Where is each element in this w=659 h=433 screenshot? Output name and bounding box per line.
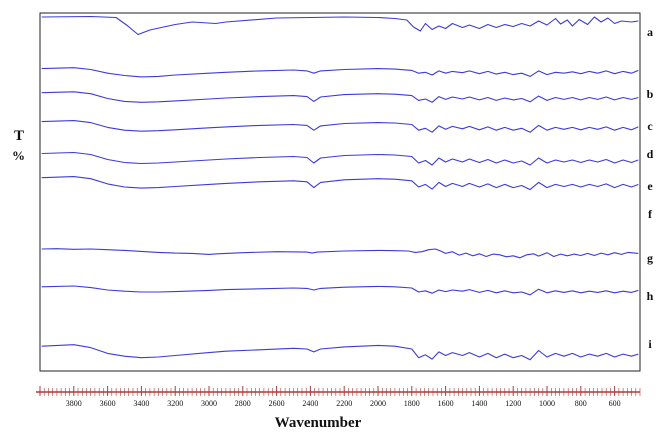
- x-axis: 3800 3600 3400 3200 3000 2800 2600 2400 2200 2000…: [36, 386, 641, 408]
- x-tick-label: 2000: [370, 399, 386, 408]
- y-axis-label-top: T: [14, 128, 24, 144]
- x-tick-label: 3400: [133, 399, 149, 408]
- x-tick-label: 1800: [404, 399, 420, 408]
- series-label-a: a: [647, 25, 653, 39]
- series-label-c: c: [647, 119, 653, 133]
- x-tick-label: 2200: [336, 399, 352, 408]
- x-tick-label: 2400: [302, 399, 318, 408]
- x-tick-labels: 3800 3600 3400 3200 3000 2800 2600 2400 2200 2000…: [66, 399, 621, 408]
- series-label-b: b: [647, 87, 654, 101]
- x-tick-label: 600: [609, 399, 621, 408]
- x-tick-label: 3200: [167, 399, 183, 408]
- series-group: [41, 15, 639, 361]
- x-tick-label: 1600: [438, 399, 454, 408]
- x-tick-label: 3800: [66, 399, 82, 408]
- series-label-d: d: [647, 147, 654, 161]
- spectrum-line-d: [41, 120, 639, 133]
- series-labels: a b cd ef g h i: [647, 25, 654, 351]
- series-label-e: e: [647, 179, 653, 193]
- x-tick-label: 1200: [505, 399, 521, 408]
- spectrum-line-b: [41, 67, 639, 78]
- x-tick-label: 2800: [235, 399, 251, 408]
- x-tick-label: 2600: [269, 399, 285, 408]
- series-label-g: g: [647, 251, 653, 265]
- x-tick-label: 800: [575, 399, 587, 408]
- plot-frame: [39, 12, 641, 372]
- series-label-f: f: [648, 207, 653, 221]
- series-label-i: i: [648, 337, 652, 351]
- spectrum-line-f: [41, 176, 639, 191]
- x-axis-label: Wavenumber: [275, 415, 362, 431]
- spectrum-line-g: [41, 248, 639, 259]
- series-label-h: h: [647, 289, 654, 303]
- x-tick-label: 3600: [100, 399, 116, 408]
- x-tick-label: 1000: [539, 399, 555, 408]
- y-axis-label-bottom: %: [12, 148, 25, 163]
- spectrum-line-c: [41, 91, 639, 103]
- x-tick-label: 1400: [471, 399, 487, 408]
- spectrum-line-h: [41, 285, 639, 296]
- x-minor-ticks: [39, 386, 641, 396]
- x-tick-label: 3000: [201, 399, 217, 408]
- spectrum-line-i: [41, 344, 639, 361]
- spectrum-line-a: [41, 15, 639, 36]
- spectrum-line-e: [41, 151, 639, 166]
